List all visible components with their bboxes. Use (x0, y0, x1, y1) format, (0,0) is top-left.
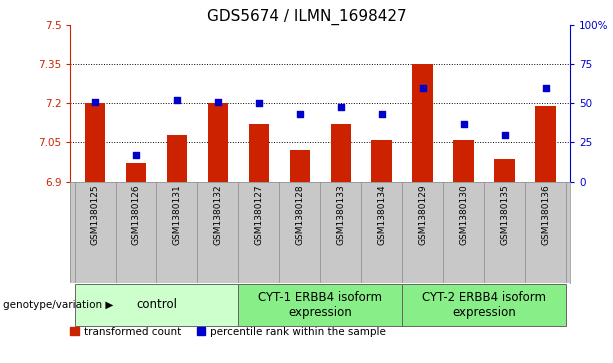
Bar (85, 103, 105, 182)
Text: genotype/variation ▶: genotype/variation ▶ (3, 300, 113, 310)
Text: GSM1380135: GSM1380135 (500, 184, 509, 245)
Point (295, 111, 305, 117)
Point (131, 152, 141, 158)
FancyBboxPatch shape (238, 284, 402, 326)
Text: CYT-2 ERBB4 isoform
expression: CYT-2 ERBB4 isoform expression (422, 291, 546, 319)
Bar (289, 150, 310, 182)
Bar (535, 106, 556, 182)
Bar (249, 124, 269, 182)
Bar (413, 65, 433, 182)
Text: GSM1380134: GSM1380134 (377, 184, 386, 245)
Point (172, 97, 182, 103)
Text: GSM1380133: GSM1380133 (337, 184, 345, 245)
FancyBboxPatch shape (75, 284, 238, 326)
Bar (126, 163, 147, 182)
Text: GSM1380125: GSM1380125 (91, 184, 99, 245)
Point (541, 85, 550, 91)
Point (254, 101, 264, 106)
Text: control: control (136, 298, 177, 311)
Text: GSM1380126: GSM1380126 (132, 184, 140, 245)
Text: CYT-1 ERBB4 isoform
expression: CYT-1 ERBB4 isoform expression (258, 291, 383, 319)
Bar (330, 124, 351, 182)
FancyBboxPatch shape (402, 284, 566, 326)
Point (336, 104, 346, 110)
Legend: transformed count, percentile rank within the sample: transformed count, percentile rank withi… (70, 327, 386, 337)
Text: GSM1380127: GSM1380127 (254, 184, 264, 245)
Text: GSM1380131: GSM1380131 (172, 184, 181, 245)
Bar (494, 159, 515, 182)
Text: GSM1380136: GSM1380136 (541, 184, 550, 245)
Text: GDS5674 / ILMN_1698427: GDS5674 / ILMN_1698427 (207, 9, 406, 25)
Text: GSM1380130: GSM1380130 (459, 184, 468, 245)
Bar (167, 135, 187, 182)
Text: GSM1380128: GSM1380128 (295, 184, 304, 245)
Bar (454, 140, 474, 182)
Text: GSM1380132: GSM1380132 (213, 184, 223, 245)
Point (459, 121, 468, 127)
Bar (208, 103, 228, 182)
Point (213, 99, 223, 105)
Point (418, 85, 428, 91)
Text: GSM1380129: GSM1380129 (418, 184, 427, 245)
Bar (371, 140, 392, 182)
Point (90, 99, 100, 105)
Point (500, 132, 509, 138)
Point (377, 111, 387, 117)
